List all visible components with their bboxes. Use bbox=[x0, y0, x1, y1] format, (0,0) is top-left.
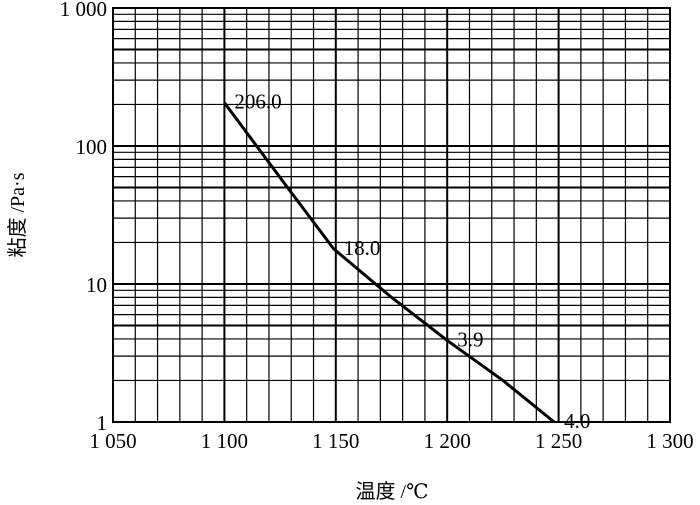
y-tick-label: 100 bbox=[76, 135, 108, 159]
series-group bbox=[223, 101, 556, 424]
x-tick-label: 1 100 bbox=[201, 429, 248, 453]
y-axis-label: 粘度 /Pa·s bbox=[6, 172, 29, 257]
x-tick-labels: 1 050 1 100 1 150 1 200 1 250 1 300 bbox=[89, 429, 693, 453]
viscosity-curve bbox=[223, 101, 556, 424]
x-axis-label: 温度 /℃ bbox=[356, 480, 429, 503]
x-tick-label: 1 200 bbox=[424, 429, 471, 453]
y-tick-label: 1 bbox=[97, 411, 108, 435]
x-tick-label: 1 150 bbox=[312, 429, 359, 453]
data-label: 206.0 bbox=[234, 90, 281, 114]
annotations: 206.0 18.0 3.9 4.0 bbox=[234, 90, 590, 433]
grid bbox=[112, 7, 671, 423]
data-label: 3.9 bbox=[457, 327, 483, 351]
plot-frame bbox=[112, 7, 671, 423]
x-tick-label: 1 300 bbox=[646, 429, 693, 453]
x-tick-label: 1 050 bbox=[89, 429, 136, 453]
y-tick-label: 10 bbox=[86, 273, 107, 297]
data-label: 18.0 bbox=[344, 236, 381, 260]
data-label: 4.0 bbox=[564, 409, 590, 433]
y-tick-label: 1 000 bbox=[60, 0, 107, 21]
y-tick-labels: 1 10 100 1 000 bbox=[60, 0, 107, 435]
x-tick-label: 1 250 bbox=[535, 429, 582, 453]
